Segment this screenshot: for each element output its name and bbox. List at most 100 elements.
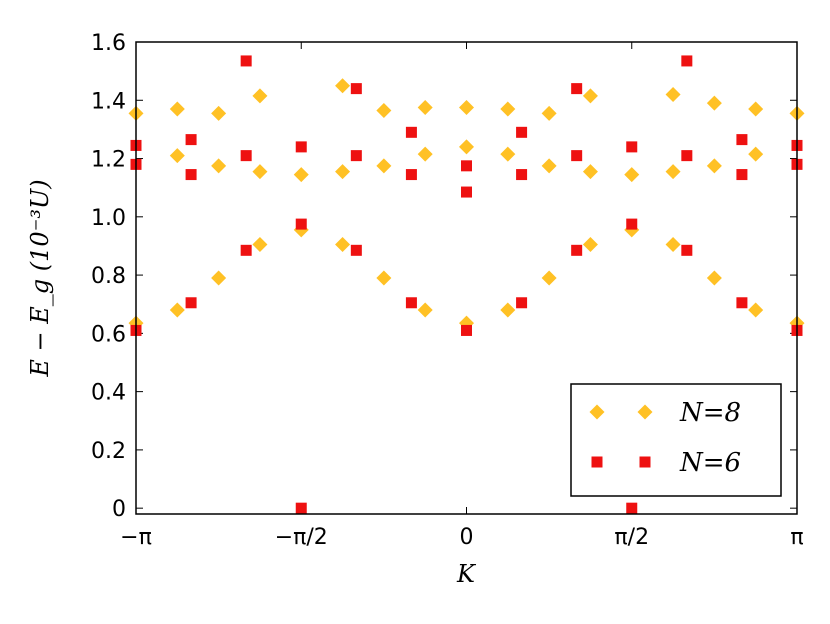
diamond-point (459, 139, 474, 155)
diamond-point (417, 100, 433, 116)
square-point (240, 150, 252, 162)
legend: N=8 N=6 (570, 383, 782, 497)
x-tick-label: −π/2 (275, 525, 328, 550)
x-tick-label: π/2 (614, 525, 649, 550)
square-point (295, 502, 307, 514)
y-tick-label: 0.4 (91, 381, 126, 406)
diamond-point (211, 270, 227, 286)
diamond-point (459, 100, 474, 116)
diamond-point (169, 148, 185, 164)
legend-marker (591, 456, 603, 468)
legend-marker (589, 404, 605, 420)
square-point (736, 297, 748, 309)
diamond-point (376, 158, 392, 174)
diamond-point (706, 270, 722, 286)
square-point (571, 244, 583, 256)
legend-marker (637, 404, 653, 420)
diamond-point (748, 146, 764, 162)
square-point (461, 160, 472, 172)
diamond-point (665, 236, 681, 252)
square-point (240, 244, 252, 256)
diamond-point (706, 158, 722, 174)
legend-box (570, 383, 782, 497)
diamond-point (582, 164, 598, 180)
diamond-point (417, 302, 433, 318)
diamond-point (376, 102, 392, 118)
diamond-point (582, 236, 598, 252)
square-point (295, 141, 307, 153)
square-point (626, 141, 638, 153)
square-point (571, 150, 583, 162)
y-tick-label: 0 (112, 497, 126, 522)
square-point (681, 55, 693, 67)
square-point (185, 297, 197, 309)
diamond-point (665, 86, 681, 102)
square-point (350, 83, 362, 95)
diamond-point (169, 101, 185, 117)
square-point (185, 134, 197, 146)
diamond-point (417, 146, 433, 162)
diamond-point (335, 236, 351, 252)
square-point (295, 218, 307, 230)
legend-item: N=8 (589, 398, 741, 428)
diamond-point (252, 236, 268, 252)
square-point (516, 169, 528, 181)
square-point (516, 297, 528, 309)
square-point (516, 126, 528, 138)
diamond-point (748, 101, 764, 117)
y-tick-label: 0.6 (91, 322, 126, 347)
diamond-point (211, 158, 227, 174)
square-point (681, 244, 693, 256)
diamond-point (748, 302, 764, 318)
square-point (626, 218, 638, 230)
legend-item: N=6 (591, 448, 741, 478)
diamond-point (252, 88, 268, 104)
diamond-point (211, 105, 227, 121)
diamond-point (582, 88, 598, 104)
diamond-point (500, 101, 516, 117)
diamond-point (500, 146, 516, 162)
diamond-point (624, 167, 640, 183)
square-point (461, 324, 472, 336)
diamond-point (706, 95, 722, 111)
y-tick-label: 1.6 (91, 31, 126, 56)
diamond-point (665, 164, 681, 180)
square-point (571, 83, 583, 95)
diamond-point (541, 105, 557, 121)
square-point (405, 126, 417, 138)
series-n-8 (128, 78, 805, 331)
x-axis-label: K (456, 560, 477, 588)
x-tick-label: 0 (460, 525, 474, 550)
diamond-point (293, 167, 309, 183)
square-point (405, 169, 417, 181)
plot-frame (135, 41, 798, 515)
y-tick-label: 0.2 (91, 439, 126, 464)
square-point (405, 297, 417, 309)
square-point (461, 186, 472, 198)
diamond-point (376, 270, 392, 286)
legend-label: N=8 (679, 398, 741, 428)
square-point (240, 55, 252, 67)
square-point (736, 134, 748, 146)
diamond-point (252, 164, 268, 180)
legend-marker (639, 456, 651, 468)
square-point (350, 244, 362, 256)
diamond-point (169, 302, 185, 318)
y-axis-label: E − E_g (10⁻³U) (26, 179, 54, 377)
diamond-point (541, 270, 557, 286)
diamond-point (541, 158, 557, 174)
y-tick-label: 0.8 (91, 264, 126, 289)
x-tick-label: −π (120, 525, 152, 550)
square-point (626, 502, 638, 514)
x-tick-label: π (790, 525, 803, 550)
y-tick-label: 1.0 (91, 206, 126, 231)
y-tick-label: 1.4 (91, 89, 126, 114)
diamond-point (335, 164, 351, 180)
square-point (681, 150, 693, 162)
square-point (185, 169, 197, 181)
legend-label: N=6 (679, 448, 741, 478)
y-tick-label: 1.2 (91, 148, 126, 173)
diamond-point (335, 78, 351, 94)
square-point (350, 150, 362, 162)
